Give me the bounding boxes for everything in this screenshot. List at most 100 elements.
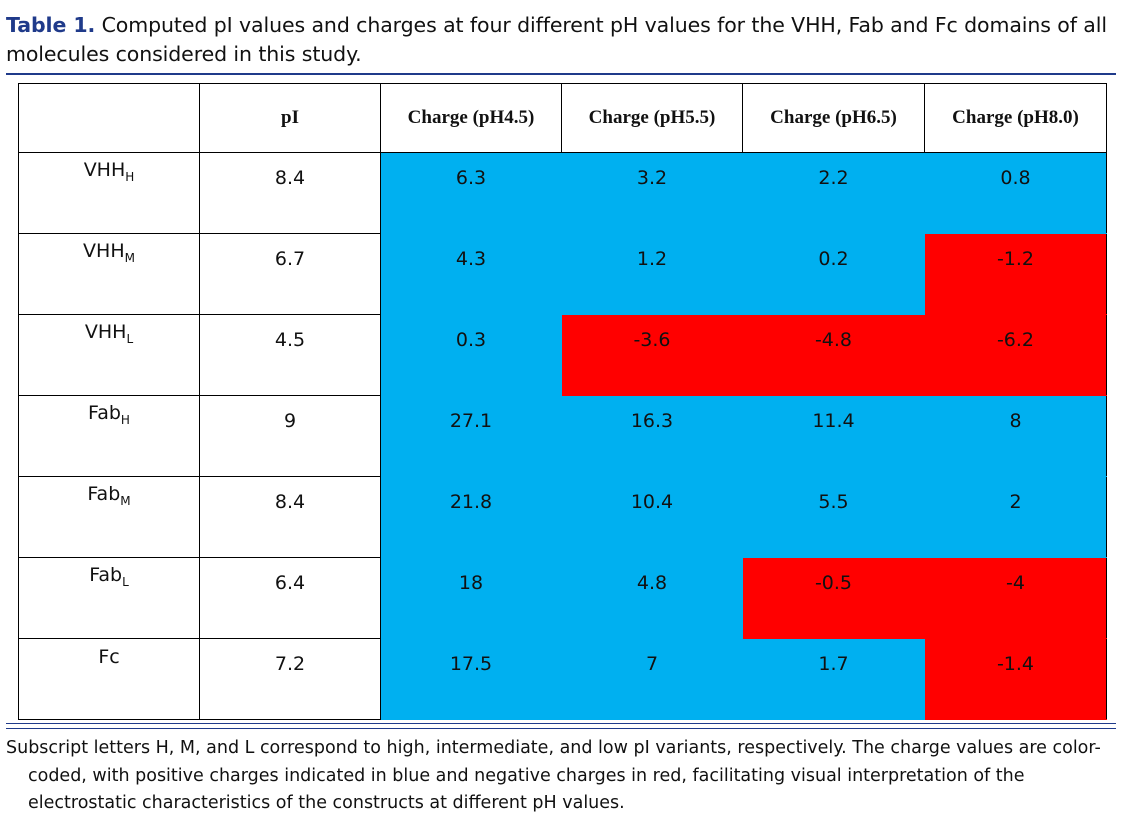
charge-cell-positive: 0.3 (380, 314, 562, 396)
charge-cell-positive: 6.3 (380, 152, 562, 234)
row-label: VHHL (18, 314, 200, 396)
charge-cell-negative: -1.2 (924, 233, 1107, 315)
charge-cell-positive: 4.3 (380, 233, 562, 315)
charge-value: 0.3 (455, 329, 487, 351)
row-label-name: Fc (98, 646, 120, 668)
table-footnote: Subscript letters H, M, and L correspond… (6, 738, 1101, 813)
row-label-subscript: M (120, 493, 131, 508)
charge-value: 16.3 (630, 410, 674, 432)
charge-cell-positive: 1.2 (561, 233, 743, 315)
row-label: VHHM (18, 233, 200, 315)
charge-cell-positive: 2 (924, 476, 1107, 558)
charge-value: 21.8 (449, 491, 493, 513)
row-label-subscript: L (122, 574, 129, 589)
charge-value: 17.5 (449, 653, 493, 675)
table-row: VHHH 8.4 6.3 3.2 2.2 0.8 (18, 152, 1107, 234)
charge-value: 0.8 (1000, 167, 1031, 189)
pi-value: 9 (283, 410, 297, 432)
charge-value: -4 (1006, 572, 1025, 594)
pi-cell: 8.4 (199, 476, 381, 558)
charge-value: 2 (1009, 491, 1022, 513)
charge-cell-negative: -4 (924, 557, 1107, 639)
charge-value: 6.3 (455, 167, 487, 189)
pi-cell: 6.4 (199, 557, 381, 639)
charge-value: 11.4 (812, 410, 855, 432)
pi-cell: 9 (199, 395, 381, 477)
charge-value: 4.3 (455, 248, 487, 270)
charge-cell-positive: 5.5 (742, 476, 925, 558)
charge-value: -4.8 (814, 329, 853, 351)
charge-value: 5.5 (818, 491, 849, 513)
charge-cell-positive: 21.8 (380, 476, 562, 558)
charge-cell-positive: 8 (924, 395, 1107, 477)
bottom-rule-lower (6, 728, 1116, 729)
pi-value: 6.4 (274, 572, 306, 594)
pi-cell: 6.7 (199, 233, 381, 315)
charge-value: 3.2 (636, 167, 668, 189)
row-label: Fc (18, 638, 200, 720)
pi-value: 8.4 (274, 167, 306, 189)
pi-cell: 8.4 (199, 152, 381, 234)
row-label-subscript: L (126, 331, 134, 346)
row-label-subscript: M (124, 250, 135, 265)
table-caption: Table 1. Computed pI values and charges … (6, 11, 1121, 69)
row-label: FabL (18, 557, 200, 639)
charge-value: 27.1 (449, 410, 493, 432)
charge-cell-positive: 4.8 (561, 557, 743, 639)
charge-cell-positive: 0.8 (924, 152, 1107, 234)
charge-value: -1.2 (996, 248, 1035, 270)
top-rule (6, 73, 1116, 75)
charge-cell-negative: -0.5 (742, 557, 925, 639)
charge-cell-positive: 11.4 (742, 395, 925, 477)
charge-cell-positive: 0.2 (742, 233, 925, 315)
charge-value: 1.2 (636, 248, 668, 270)
row-label-subscript: H (125, 169, 135, 184)
charge-value: 4.8 (636, 572, 668, 594)
pi-value: 7.2 (274, 653, 306, 675)
row-label-name: VHH (84, 320, 127, 343)
charge-value: 8 (1009, 410, 1022, 432)
charge-cell-negative: -1.4 (924, 638, 1107, 720)
charge-value: 2.2 (818, 167, 849, 189)
table-row: FabM 8.4 21.8 10.4 5.5 2 (18, 476, 1107, 558)
charge-value: -0.5 (814, 572, 853, 594)
charge-cell-positive: 2.2 (742, 152, 925, 234)
row-label: FabM (18, 476, 200, 558)
table-row: FabL 6.4 18 4.8 -0.5 -4 (18, 557, 1107, 639)
charge-cell-positive: 7 (561, 638, 743, 720)
charge-cell-positive: 27.1 (380, 395, 562, 477)
table-row: VHHL 4.5 0.3 -3.6 -4.8 -6.2 (18, 314, 1107, 396)
charge-cell-negative: -4.8 (742, 314, 925, 396)
table-row: Fc 7.2 17.5 7 1.7 -1.4 (18, 638, 1107, 720)
header-cell-ph65: Charge (pH6.5) (742, 83, 925, 153)
pi-cell: 4.5 (199, 314, 381, 396)
row-label-name: Fab (87, 482, 121, 505)
charge-value: 10.4 (630, 491, 674, 513)
header-cell-label (18, 83, 200, 153)
data-table: pI Charge (pH4.5) Charge (pH5.5) Charge … (18, 83, 1107, 720)
table-row: FabH 9 27.1 16.3 11.4 8 (18, 395, 1107, 477)
row-label-name: VHH (83, 239, 125, 262)
caption-text: Computed pI values and charges at four d… (6, 13, 1107, 66)
charge-cell-positive: 10.4 (561, 476, 743, 558)
header-cell-ph45: Charge (pH4.5) (380, 83, 562, 153)
table-row: VHHM 6.7 4.3 1.2 0.2 -1.2 (18, 233, 1107, 315)
caption-label: Table 1. (6, 13, 96, 37)
header-row: pI Charge (pH4.5) Charge (pH5.5) Charge … (18, 83, 1107, 153)
header-cell-ph80: Charge (pH8.0) (924, 83, 1107, 153)
header-cell-ph55: Charge (pH5.5) (561, 83, 743, 153)
pi-value: 4.5 (274, 329, 306, 351)
pi-cell: 7.2 (199, 638, 381, 720)
charge-cell-positive: 18 (380, 557, 562, 639)
charge-value: -1.4 (996, 653, 1035, 675)
charge-cell-negative: -3.6 (561, 314, 743, 396)
charge-cell-positive: 17.5 (380, 638, 562, 720)
charge-value: 1.7 (818, 653, 849, 675)
row-label-name: VHH (83, 158, 126, 181)
charge-value: 0.2 (818, 248, 849, 270)
pi-value: 8.4 (274, 491, 306, 513)
charge-value: -3.6 (633, 329, 671, 351)
charge-value: -6.2 (996, 329, 1035, 351)
charge-cell-positive: 3.2 (561, 152, 743, 234)
row-label-name: Fab (89, 563, 123, 586)
